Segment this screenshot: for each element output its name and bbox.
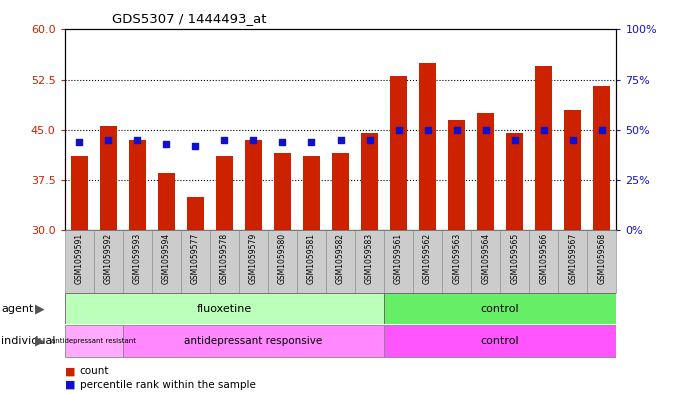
Point xyxy=(219,136,229,143)
Text: GSM1059561: GSM1059561 xyxy=(394,233,403,284)
Bar xyxy=(297,230,326,293)
Text: antidepressant responsive: antidepressant responsive xyxy=(185,336,323,346)
Bar xyxy=(448,119,465,230)
Bar xyxy=(419,63,437,230)
Point xyxy=(538,127,549,133)
Text: GSM1059581: GSM1059581 xyxy=(307,233,316,284)
Text: GSM1059564: GSM1059564 xyxy=(481,233,490,284)
Point xyxy=(277,139,288,145)
Point xyxy=(452,127,462,133)
Bar xyxy=(558,230,587,293)
Bar xyxy=(129,140,146,230)
Bar xyxy=(65,294,384,323)
Text: fluoxetine: fluoxetine xyxy=(197,303,252,314)
Text: GSM1059577: GSM1059577 xyxy=(191,233,200,284)
Point xyxy=(306,139,317,145)
Text: GSM1059591: GSM1059591 xyxy=(75,233,84,284)
Bar xyxy=(506,133,524,230)
Bar xyxy=(303,156,320,230)
Bar xyxy=(384,230,413,293)
Bar xyxy=(477,113,494,230)
Text: GSM1059563: GSM1059563 xyxy=(452,233,461,284)
Bar xyxy=(361,133,378,230)
Bar xyxy=(268,230,297,293)
Text: GSM1059568: GSM1059568 xyxy=(597,233,606,284)
Bar xyxy=(390,76,407,230)
Text: count: count xyxy=(80,366,109,376)
Text: control: control xyxy=(481,336,520,346)
Bar xyxy=(123,325,384,357)
Bar xyxy=(71,156,88,230)
Point xyxy=(364,136,375,143)
Point xyxy=(597,127,607,133)
Point xyxy=(567,136,578,143)
Bar xyxy=(216,156,233,230)
Point xyxy=(103,136,114,143)
Bar xyxy=(152,230,181,293)
Text: GSM1059567: GSM1059567 xyxy=(568,233,577,284)
Text: ■: ■ xyxy=(65,380,75,390)
Text: agent: agent xyxy=(1,303,34,314)
Point xyxy=(422,127,433,133)
Bar xyxy=(157,173,175,230)
Point xyxy=(161,141,172,147)
Bar xyxy=(355,230,384,293)
Bar xyxy=(274,153,291,230)
Text: individual: individual xyxy=(1,336,56,346)
Point xyxy=(480,127,491,133)
Text: GSM1059578: GSM1059578 xyxy=(220,233,229,284)
Point xyxy=(132,136,143,143)
Text: antidepressant resistant: antidepressant resistant xyxy=(51,338,136,344)
Bar xyxy=(593,86,610,230)
Text: GSM1059566: GSM1059566 xyxy=(539,233,548,284)
Text: percentile rank within the sample: percentile rank within the sample xyxy=(80,380,255,390)
Text: GSM1059565: GSM1059565 xyxy=(510,233,519,284)
Bar xyxy=(564,110,582,230)
Point xyxy=(74,139,84,145)
Bar xyxy=(210,230,239,293)
Text: GDS5307 / 1444493_at: GDS5307 / 1444493_at xyxy=(112,12,267,25)
Point xyxy=(509,136,520,143)
Text: GSM1059583: GSM1059583 xyxy=(365,233,374,284)
Text: ■: ■ xyxy=(65,366,75,376)
Bar xyxy=(500,230,529,293)
Point xyxy=(248,136,259,143)
Point xyxy=(335,136,346,143)
Text: GSM1059593: GSM1059593 xyxy=(133,233,142,284)
Text: GSM1059580: GSM1059580 xyxy=(278,233,287,284)
Bar xyxy=(99,126,117,230)
Text: ▶: ▶ xyxy=(35,334,45,347)
Text: GSM1059592: GSM1059592 xyxy=(104,233,113,284)
Point xyxy=(190,143,201,149)
Bar xyxy=(94,230,123,293)
Point xyxy=(393,127,404,133)
Bar xyxy=(244,140,262,230)
Bar xyxy=(529,230,558,293)
Text: control: control xyxy=(481,303,520,314)
Bar xyxy=(384,325,616,357)
Bar xyxy=(123,230,152,293)
Bar xyxy=(65,230,94,293)
Bar xyxy=(181,230,210,293)
Bar xyxy=(413,230,442,293)
Text: GSM1059594: GSM1059594 xyxy=(162,233,171,284)
Text: GSM1059582: GSM1059582 xyxy=(336,233,345,284)
Text: GSM1059562: GSM1059562 xyxy=(423,233,432,284)
Bar xyxy=(471,230,500,293)
Text: GSM1059579: GSM1059579 xyxy=(249,233,258,284)
Bar xyxy=(535,66,552,230)
Bar xyxy=(187,196,204,230)
Bar xyxy=(65,325,123,357)
Bar xyxy=(239,230,268,293)
Bar xyxy=(332,153,349,230)
Text: ▶: ▶ xyxy=(35,302,45,315)
Bar xyxy=(384,294,616,323)
Bar xyxy=(587,230,616,293)
Bar xyxy=(442,230,471,293)
Bar xyxy=(326,230,355,293)
